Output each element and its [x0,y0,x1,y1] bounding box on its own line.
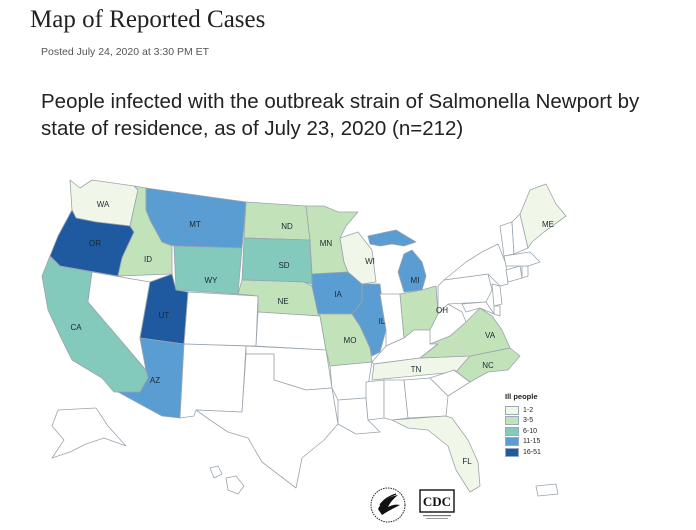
state-fl [391,415,481,493]
state-mi [367,229,417,247]
posted-date: Posted July 24, 2020 at 3:30 PM ET [41,46,210,58]
legend-swatch [505,437,519,447]
label-nc: NC [482,361,494,370]
legend-row: 6-10 [505,426,541,437]
label-fl: FL [462,457,472,466]
state-mt [145,187,247,249]
label-ia: IA [334,290,342,299]
label-oh: OH [436,306,448,315]
label-me: ME [542,220,554,229]
legend-label: 3-5 [523,417,534,425]
label-tn: TN [411,365,422,374]
legend-swatch [505,426,519,436]
legend-row: 16-51 [505,447,541,458]
state-ct [505,265,523,283]
label-wa: WA [97,200,110,209]
state-nd [243,201,311,241]
label-sd: SD [278,261,289,270]
state-sd [241,237,313,285]
state-ga [403,377,449,419]
legend-row: 1-2 [505,405,541,416]
state-co [183,291,259,347]
label-wi: WI [365,257,375,266]
state-mi-lower [397,249,427,293]
label-wy: WY [205,276,219,285]
state-ma [503,251,541,267]
legend-row: 11-15 [505,437,541,448]
legend-title: Ill people [505,392,538,401]
state-wy [173,245,243,295]
state-hi2 [225,475,245,495]
state-vt [499,221,515,257]
map-heading: People infected with the outbreak strain… [41,90,640,140]
label-mi: MI [411,276,420,285]
legend-swatch [505,405,519,415]
state-tx [195,353,339,489]
page-title: Map of Reported Cases [30,6,266,33]
label-mo: MO [344,336,357,345]
state-wi [339,231,377,285]
state-nj [491,283,503,307]
label-or: OR [89,239,101,248]
label-ut: UT [159,311,170,320]
state-me [519,183,567,249]
state-pr [535,483,559,497]
label-az: AZ [150,376,160,385]
state-de [493,305,501,317]
state-ks [255,311,327,351]
state-al [383,379,409,421]
legend-swatch [505,447,519,457]
label-mn: MN [320,239,333,248]
hhs-eagle-icon [370,487,406,523]
legend: Ill people 1-2 3-5 6-10 11-15 16-51 [505,392,541,458]
label-mt: MT [189,220,201,229]
legend-label: 6-10 [523,427,538,435]
state-wv [429,303,467,345]
cdc-logo-text: CDC [423,494,451,509]
cdc-logo: CDC [419,489,455,519]
label-id: ID [144,255,152,264]
label-ne: NE [277,297,288,306]
state-md [461,301,495,315]
legend-label: 11-15 [523,438,541,446]
legend-label: 1-2 [523,406,534,414]
legend-row: 3-5 [505,416,541,427]
state-ms [365,379,385,421]
state-hi [209,465,223,479]
label-va: VA [485,331,496,340]
state-ak [51,407,127,459]
legend-swatch [505,416,519,426]
label-ca: CA [70,323,82,332]
state-ri [521,265,529,279]
label-il: IL [379,317,386,326]
label-nd: ND [281,222,293,231]
state-nm [179,343,247,419]
legend-label: 16-51 [523,448,541,456]
